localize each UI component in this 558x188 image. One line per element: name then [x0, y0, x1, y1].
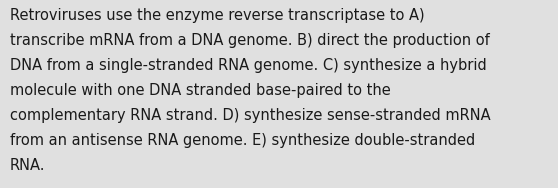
Text: from an antisense RNA genome. E) synthesize double-stranded: from an antisense RNA genome. E) synthes…: [10, 133, 475, 148]
Text: transcribe mRNA from a DNA genome. B) direct the production of: transcribe mRNA from a DNA genome. B) di…: [10, 33, 490, 48]
Text: RNA.: RNA.: [10, 158, 46, 173]
Text: complementary RNA strand. D) synthesize sense-stranded mRNA: complementary RNA strand. D) synthesize …: [10, 108, 490, 123]
Text: Retroviruses use the enzyme reverse transcriptase to A): Retroviruses use the enzyme reverse tran…: [10, 8, 425, 23]
Text: molecule with one DNA stranded base-paired to the: molecule with one DNA stranded base-pair…: [10, 83, 391, 98]
Text: DNA from a single-stranded RNA genome. C) synthesize a hybrid: DNA from a single-stranded RNA genome. C…: [10, 58, 487, 73]
